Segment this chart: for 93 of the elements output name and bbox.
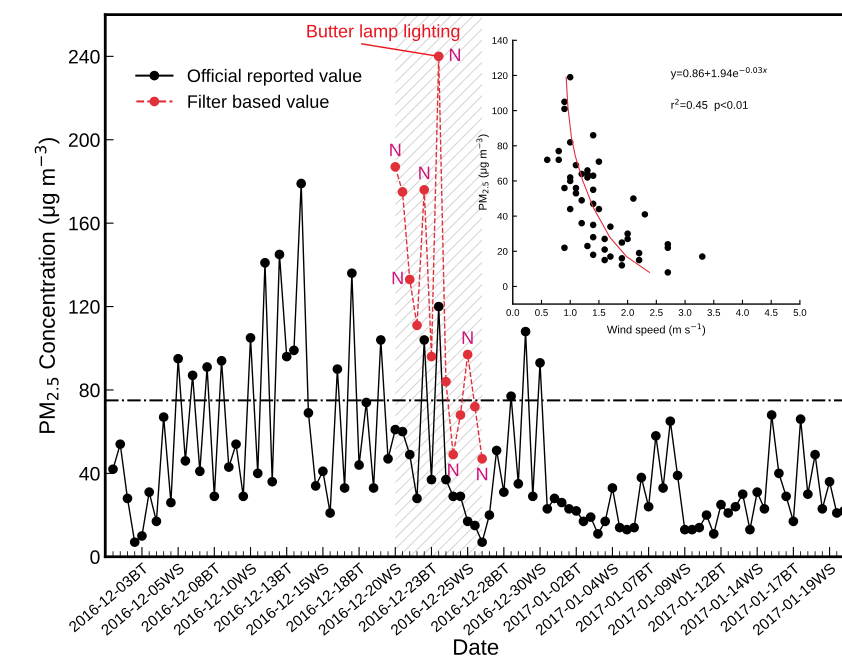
y-axis-title: PM$_{2.5}$ (μg m$^{−3}$) [476, 134, 489, 210]
point [601, 236, 608, 242]
point [607, 253, 614, 260]
point [618, 239, 626, 246]
point [664, 269, 672, 276]
point [448, 450, 458, 460]
point [590, 186, 596, 194]
x-tick-label: 4.0 [736, 309, 749, 316]
data-label: N [448, 464, 458, 476]
point [601, 256, 608, 264]
point [618, 255, 626, 262]
y-tick-label: 20 [498, 248, 508, 255]
data-label: N [450, 48, 460, 62]
point [698, 253, 706, 260]
point [590, 252, 596, 258]
data-label: N [477, 468, 488, 480]
data-label: N [392, 272, 403, 284]
point [566, 74, 574, 81]
annotation: y=0.86+1.94e$^{−0.03x}$ [670, 67, 768, 80]
point [590, 222, 596, 228]
x-tick-label: 1.0 [564, 309, 577, 316]
point [624, 236, 631, 242]
x-tick-label: 4.5 [764, 309, 778, 316]
point [561, 184, 568, 192]
point [434, 51, 444, 62]
y-tick-label: 120 [492, 72, 508, 80]
point [590, 234, 596, 241]
data-label: N [419, 166, 430, 180]
data-label: N [390, 144, 400, 156]
point [404, 274, 415, 284]
x-tick-label: 3.5 [707, 309, 720, 316]
point [578, 197, 585, 204]
point [618, 262, 626, 269]
point [555, 148, 562, 154]
x-tick-label: 0.0 [506, 309, 520, 316]
point [426, 352, 436, 362]
point [642, 211, 648, 218]
point [624, 230, 631, 237]
point [566, 206, 574, 212]
point [544, 156, 551, 164]
point [601, 246, 608, 253]
x-axis-title: Date [454, 639, 498, 655]
point [398, 187, 408, 197]
x-tick-label: 3.0 [678, 309, 692, 316]
x-tick-label: 5.0 [794, 309, 806, 316]
point [561, 106, 568, 112]
point [572, 190, 580, 197]
y-tick-label: 200 [68, 133, 100, 147]
legend-label: Filter based value [188, 94, 329, 108]
y-tick-label: 120 [69, 300, 100, 314]
point [572, 184, 580, 192]
point [412, 320, 422, 330]
data-label: N [462, 331, 473, 344]
y-tick-label: 80 [498, 142, 508, 150]
x-tick-label: 2.0 [621, 309, 634, 316]
point [555, 156, 562, 164]
y-tick-label: 80 [80, 383, 100, 398]
y-tick-label: 0 [90, 550, 100, 564]
y-tick-label: 100 [492, 107, 508, 114]
y-tick-label: 0 [502, 283, 508, 290]
point [561, 98, 568, 106]
annotation: r$^{2}$=0.45 p<0.01 [671, 98, 748, 112]
y-tick-label: 40 [79, 466, 100, 481]
point [636, 256, 642, 264]
point [462, 350, 473, 360]
point [607, 223, 614, 230]
y-tick-label: 60 [498, 178, 508, 185]
x-tick-label: 1.5 [592, 309, 606, 316]
y-tick-label: 40 [497, 212, 508, 220]
x-tick-label: 0.5 [535, 309, 548, 316]
point [456, 410, 466, 420]
x-axis-title: Wind speed (m s$^{−1}$) [606, 324, 706, 336]
point [630, 195, 637, 202]
point [590, 172, 596, 179]
point [390, 162, 400, 172]
y-tick-label: 240 [68, 50, 100, 64]
y-tick-label: 140 [492, 37, 508, 44]
y-axis-title: PM$_{2.5}$ Concentration (μg m$^{−3}$) [34, 138, 60, 433]
annotation: Butter lamp lighting [307, 24, 460, 42]
point [636, 250, 642, 256]
point [441, 376, 451, 386]
point [477, 454, 487, 464]
legend-label: Official reported value [188, 68, 362, 86]
point [584, 242, 591, 250]
x-tick-label: 2.5 [650, 309, 663, 316]
y-tick-label: 160 [69, 216, 100, 230]
point [596, 158, 602, 165]
point [561, 244, 568, 252]
point [470, 402, 480, 412]
point [419, 184, 430, 195]
point [578, 220, 585, 226]
point [596, 206, 602, 212]
point [590, 132, 596, 139]
